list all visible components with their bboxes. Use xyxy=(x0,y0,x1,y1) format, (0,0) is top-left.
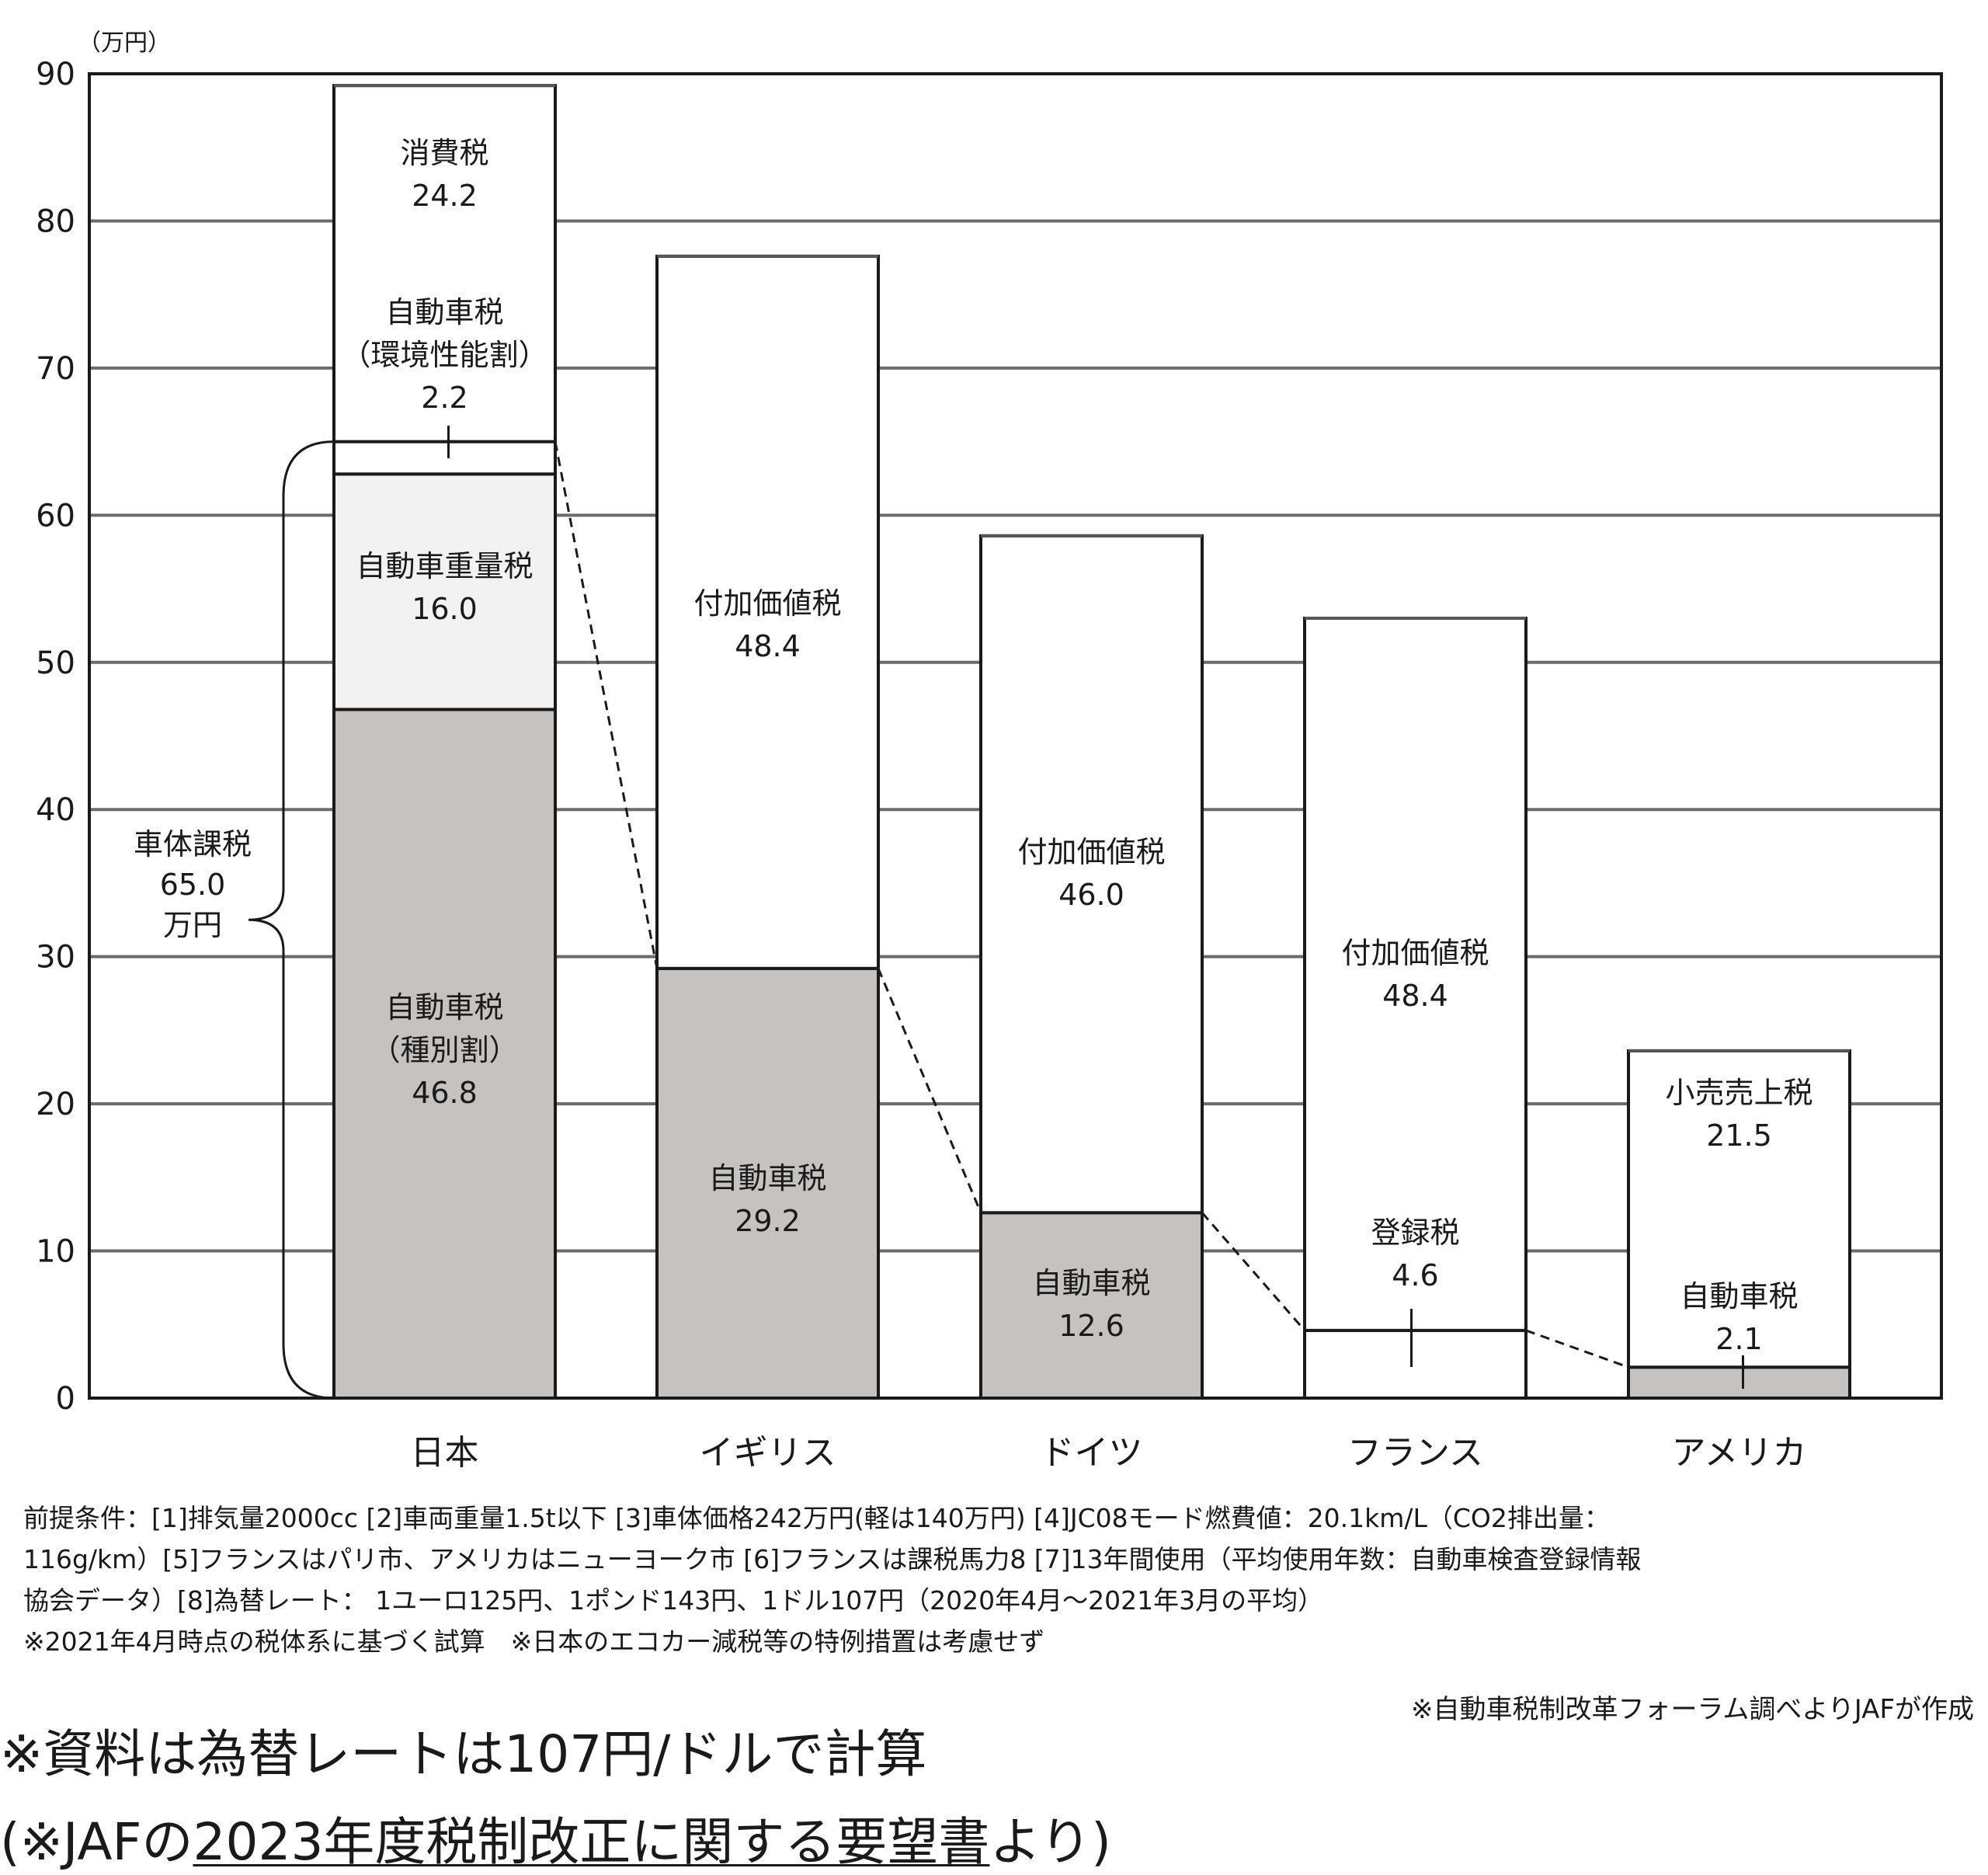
bar-segment xyxy=(655,966,880,1400)
segment-label: 24.2 xyxy=(412,179,478,213)
y-tick-label: 90 xyxy=(36,57,75,92)
segment-label: 46.0 xyxy=(1058,878,1124,912)
segment-label: 付加価値税 xyxy=(1017,835,1165,869)
bar-segment xyxy=(979,534,1204,1215)
segment-label: 2.2 xyxy=(421,381,467,415)
y-tick-label: 20 xyxy=(36,1087,75,1122)
segment-label: 消費税 xyxy=(400,136,488,170)
bar-chart: 0 10 20 30 40 50 60 70 80 90（万円） 日本 イギリス ドイツ フランス アメリカ… xyxy=(36,30,1943,1473)
connector-line xyxy=(877,968,982,1213)
segment-label: 小売売上税 xyxy=(1665,1076,1812,1110)
segment-label: （種別割） xyxy=(370,1033,518,1067)
segment-label: 自動車税 xyxy=(385,295,503,329)
source-credit: ※自動車税制改革フォーラム調べよりJAFが作成 xyxy=(1410,1694,1974,1725)
segment-label: 付加価値税 xyxy=(1341,936,1489,970)
source-prefix: (※JAFの xyxy=(0,1812,193,1872)
connector-line xyxy=(1525,1329,1629,1369)
note-line: ※2021年4月時点の税体系に基づく試算 ※日本のエコカー減税等の特例措置は考慮… xyxy=(23,1626,1045,1657)
bar-segment xyxy=(1627,1365,1851,1400)
bar-segment xyxy=(332,440,557,476)
segment-label: （環境性能割） xyxy=(341,338,547,372)
brace-label: 万円 xyxy=(163,908,222,942)
segment-label: 自動車税 xyxy=(708,1161,826,1195)
y-tick-label: 80 xyxy=(36,204,75,239)
segment-label: 自動車税 xyxy=(385,990,503,1024)
assumptions-notes: 前提条件：[1]排気量2000cc [2]車両重量1.5t以下 [3]車体価格2… xyxy=(23,1498,1980,1662)
y-tick-label: 70 xyxy=(36,351,75,387)
segment-label: 48.4 xyxy=(1382,979,1448,1013)
bar-segment xyxy=(332,472,557,711)
bar-segment xyxy=(332,708,557,1400)
source-footnote: (※JAFの2023年度税制改正に関する要望書より) xyxy=(0,1800,1111,1875)
brace xyxy=(248,440,335,1400)
y-axis-unit-label: （万円） xyxy=(78,30,171,57)
bar-segment xyxy=(1303,1328,1527,1400)
y-tick-label: 40 xyxy=(36,792,75,828)
x-category-label: フランス xyxy=(1347,1433,1483,1473)
connector-line xyxy=(1201,1212,1306,1331)
source-suffix: より) xyxy=(989,1812,1111,1872)
y-tick-label: 30 xyxy=(36,940,75,976)
y-tick-label: 10 xyxy=(36,1234,75,1270)
y-tick-label: 50 xyxy=(36,645,75,681)
segment-label: 自動車税 xyxy=(1680,1279,1798,1313)
segment-label: 48.4 xyxy=(735,629,801,663)
segment-label: 2.1 xyxy=(1715,1322,1762,1356)
exchange-rate-footnote: ※資料は為替レートは107円/ドルで計算 xyxy=(0,1724,927,1784)
segment-label: 46.8 xyxy=(412,1076,478,1110)
segment-label: 16.0 xyxy=(412,592,478,626)
note-line: 116g/km）[5]フランスはパリ市、アメリカはニューヨーク市 [6]フランス… xyxy=(23,1544,1642,1574)
brace-label: 65.0 xyxy=(160,868,226,902)
brace-label: 車体課税 xyxy=(134,827,252,861)
x-category-label: イギリス xyxy=(700,1433,836,1473)
segment-label: 登録税 xyxy=(1371,1216,1459,1250)
bar-segment xyxy=(1627,1049,1851,1369)
y-tick-label: 60 xyxy=(36,498,75,534)
segment-label: 29.2 xyxy=(735,1204,801,1238)
segment-label: 付加価値税 xyxy=(693,586,841,621)
segment-label: 21.5 xyxy=(1706,1118,1772,1153)
connector-line xyxy=(554,441,659,969)
note-line: 協会データ）[8]為替レート： 1ユーロ125円、1ポンド143円、1ドル107… xyxy=(23,1585,1324,1616)
bar-segment xyxy=(655,254,880,970)
x-category-label: ドイツ xyxy=(1041,1433,1143,1473)
source-link[interactable]: 2023年度税制改正に関する要望書 xyxy=(193,1812,990,1872)
y-tick-label: 0 xyxy=(56,1381,75,1417)
x-category-label: 日本 xyxy=(411,1433,479,1473)
note-line: 前提条件：[1]排気量2000cc [2]車両重量1.5t以下 [3]車体価格2… xyxy=(23,1503,1610,1533)
segment-label: 4.6 xyxy=(1392,1258,1438,1292)
segment-label: 自動車重量税 xyxy=(356,549,533,583)
segment-label: 自動車税 xyxy=(1032,1266,1150,1300)
x-category-label: アメリカ xyxy=(1672,1433,1807,1473)
segment-label: 12.6 xyxy=(1058,1309,1124,1343)
bar-segment xyxy=(979,1211,1204,1400)
